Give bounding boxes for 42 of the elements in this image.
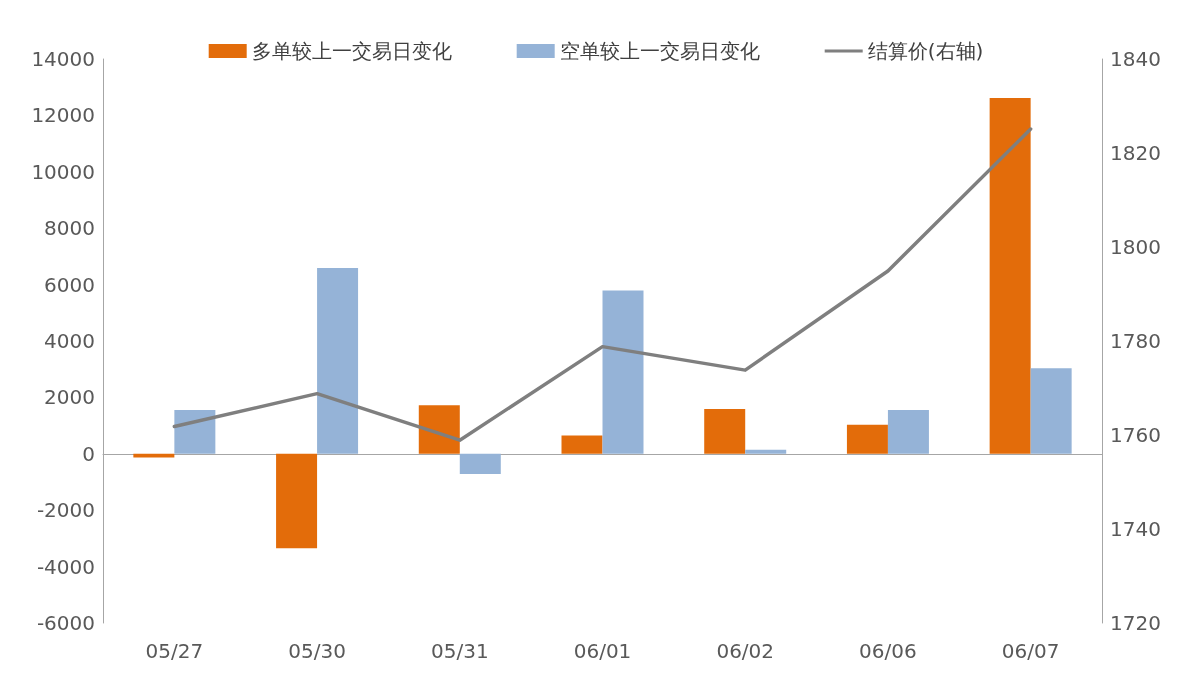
bar — [317, 267, 359, 454]
y-tick-label: 14000 — [31, 47, 95, 71]
y2-tick-label: 1760 — [1110, 423, 1161, 447]
y2-tick-label: 1820 — [1110, 141, 1161, 165]
bar — [418, 405, 460, 454]
y-tick-label: 4000 — [44, 329, 95, 353]
bar — [276, 453, 318, 549]
bar — [602, 290, 644, 454]
x-tick-label: 05/30 — [288, 639, 346, 663]
y-tick-label: 2000 — [44, 385, 95, 410]
bar — [174, 410, 216, 454]
y-tick-label: 8000 — [44, 216, 95, 241]
y-tick-label: -2000 — [36, 498, 95, 523]
bar — [989, 97, 1031, 454]
line-series — [172, 127, 1033, 442]
y-tick-label: -6000 — [36, 611, 95, 635]
x-tick-label: 06/07 — [1001, 639, 1060, 663]
y-tick-label: -4000 — [36, 554, 95, 579]
y2-tick-label: 1800 — [1110, 235, 1161, 259]
bar — [459, 453, 501, 475]
bar — [704, 408, 746, 454]
x-tick-label: 05/27 — [145, 639, 204, 663]
x-tick-label: 06/06 — [859, 639, 917, 663]
bar — [846, 424, 888, 454]
y-tick-label: 6000 — [44, 272, 95, 297]
bar — [887, 410, 929, 454]
bar — [561, 435, 603, 454]
y2-tick-label: 1780 — [1110, 329, 1161, 353]
y2-tick-label: 1720 — [1110, 611, 1161, 635]
y-tick-label: 0 — [82, 441, 95, 466]
bar — [1030, 368, 1072, 454]
bar — [745, 449, 787, 454]
legend-label: 结算价(右轴) — [867, 39, 984, 63]
x-tick-label: 06/01 — [573, 639, 632, 663]
legend-label: 多单较上一交易日变化 — [251, 39, 452, 63]
y2-tick-label: 1740 — [1110, 517, 1161, 541]
y-tick-label: 10000 — [31, 159, 95, 184]
y-tick-label: 12000 — [31, 103, 95, 128]
legend-label: 空单较上一交易日变化 — [559, 39, 760, 63]
x-tick-label: 05/31 — [430, 639, 489, 663]
y2-tick-label: 1840 — [1110, 47, 1161, 71]
x-tick-label: 06/02 — [716, 639, 775, 663]
